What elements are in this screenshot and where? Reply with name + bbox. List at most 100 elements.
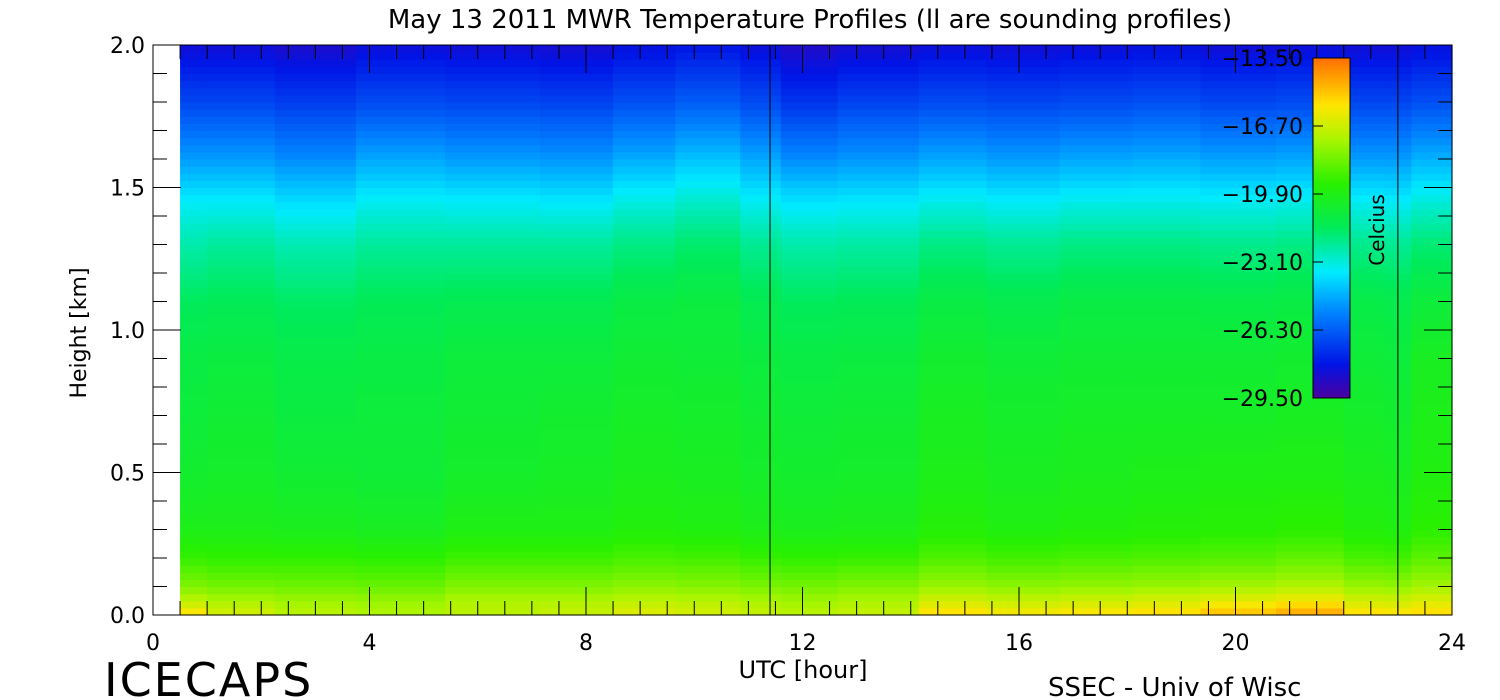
heatmap-cell [986, 493, 1061, 502]
heatmap-cell [274, 401, 357, 409]
heatmap-cell [1059, 94, 1134, 103]
heatmap-cell [986, 408, 1061, 417]
heatmap-cell [837, 536, 920, 545]
heatmap-cell [1132, 173, 1201, 181]
heatmap-cell [355, 223, 446, 231]
heatmap-cell [180, 265, 208, 274]
heatmap-cell [1132, 123, 1201, 132]
heatmap-cell [180, 159, 208, 167]
heatmap-cell [1059, 130, 1134, 139]
heatmap-cell [837, 565, 920, 573]
heatmap-cell [837, 344, 920, 352]
heatmap-cell [986, 130, 1061, 139]
heatmap-cell [837, 515, 920, 523]
heatmap-cell [445, 501, 541, 509]
heatmap-cell [1276, 80, 1345, 89]
heatmap-cell [355, 586, 446, 595]
heatmap-cell [180, 465, 208, 474]
heatmap-cell [1343, 344, 1385, 352]
heatmap-cell [918, 201, 988, 210]
heatmap-cell [1343, 230, 1385, 238]
heatmap-cell [1132, 429, 1201, 438]
heatmap-cell [986, 444, 1061, 452]
heatmap-cell [1343, 536, 1385, 545]
heatmap-cell [613, 123, 676, 132]
heatmap-cell [837, 87, 920, 96]
heatmap-cell [613, 387, 676, 395]
heatmap-cell [740, 52, 782, 60]
heatmap-cell [1132, 607, 1201, 616]
heatmap-cell [837, 472, 920, 481]
heatmap-cell [274, 593, 357, 602]
heatmap-cell [355, 73, 446, 82]
heatmap-cell [837, 109, 920, 117]
heatmap-cell [675, 387, 741, 395]
heatmap-cell [613, 558, 676, 566]
heatmap-cell [1411, 251, 1453, 260]
heatmap-cell [207, 287, 276, 295]
heatmap-cell [740, 116, 782, 124]
heatmap-cell [918, 522, 988, 531]
heatmap-cell [837, 543, 920, 552]
heatmap-cell [1200, 558, 1277, 566]
heatmap-cell [1343, 59, 1385, 67]
heatmap-cell [274, 422, 357, 431]
heatmap-cell [1200, 593, 1277, 602]
heatmap-cell [1200, 194, 1277, 203]
heatmap-cell [1343, 173, 1385, 181]
heatmap-cell [1343, 280, 1385, 288]
heatmap-cell [1059, 230, 1134, 238]
heatmap-cell [1059, 365, 1134, 374]
heatmap-cell [1343, 330, 1385, 338]
heatmap-cell [780, 558, 839, 566]
heatmap-cell [180, 258, 208, 267]
heatmap-cell [1411, 66, 1453, 75]
heatmap-cell [1132, 137, 1201, 146]
y-tick-label: 1.0 [110, 319, 145, 344]
heatmap-cell [986, 301, 1061, 310]
heatmap-cell [837, 365, 920, 374]
heatmap-cell [1411, 201, 1453, 210]
heatmap-cell [207, 94, 276, 103]
heatmap-cell [539, 52, 614, 60]
heatmap-cell [986, 565, 1061, 573]
heatmap-cell [355, 422, 446, 431]
heatmap-cell [918, 315, 988, 324]
heatmap-cell [675, 493, 741, 502]
heatmap-cell [918, 358, 988, 367]
heatmap-cell [180, 130, 208, 139]
heatmap-cell [613, 536, 676, 545]
heatmap-cell [780, 422, 839, 431]
heatmap-cell [986, 330, 1061, 338]
heatmap-cell [1343, 365, 1385, 374]
heatmap-cell [1059, 465, 1134, 474]
heatmap-cell [918, 558, 988, 566]
colorbar-tick-label: −23.10 [1222, 251, 1303, 276]
heatmap-cell [780, 294, 839, 303]
heatmap-cell [986, 337, 1061, 345]
heatmap-cell [355, 607, 446, 616]
colorbar: −13.50−16.70−19.90−23.10−26.30−29.50 Cel… [1222, 47, 1389, 412]
heatmap-cell [613, 379, 676, 388]
heatmap-cell [1276, 408, 1345, 417]
heatmap-cell [675, 515, 741, 523]
heatmap-cell [207, 280, 276, 288]
heatmap-cell [1132, 550, 1201, 559]
heatmap-cell [918, 458, 988, 466]
heatmap-cell [837, 102, 920, 110]
heatmap-cell [207, 593, 276, 602]
heatmap-cell [613, 607, 676, 616]
heatmap-cell [780, 151, 839, 160]
colorbar-tick-label: −16.70 [1222, 115, 1303, 140]
heatmap-cell [986, 529, 1061, 538]
heatmap-cell [1276, 458, 1345, 466]
heatmap-cell [180, 315, 208, 324]
heatmap-cell [986, 109, 1061, 117]
heatmap-cell [1200, 59, 1277, 67]
heatmap-cell [613, 600, 676, 609]
heatmap-cell [918, 187, 988, 196]
heatmap-cell [837, 208, 920, 217]
heatmap-cell [1132, 315, 1201, 324]
heatmap-cell [207, 444, 276, 452]
heatmap-cell [1276, 607, 1345, 616]
